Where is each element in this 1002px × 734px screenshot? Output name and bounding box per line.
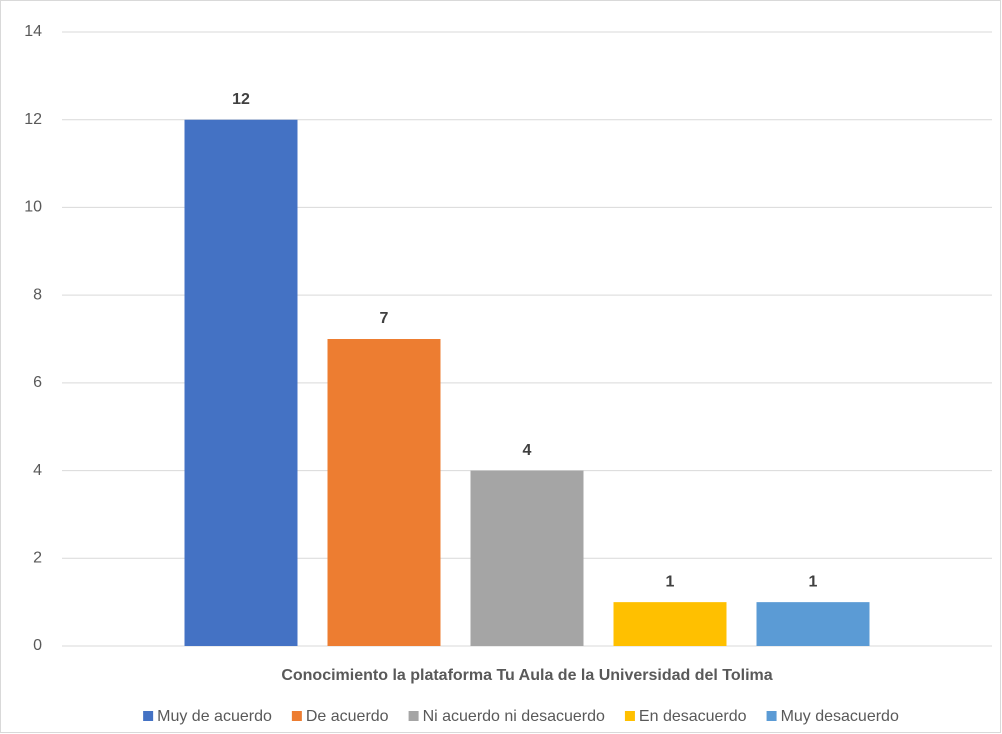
y-tick-label: 2: [33, 550, 42, 567]
bar: [327, 339, 441, 646]
y-tick-label: 6: [33, 374, 42, 391]
y-tick-label: 12: [24, 111, 42, 128]
y-tick-label: 4: [33, 462, 42, 479]
legend-swatch: [624, 711, 635, 721]
legend-swatch: [766, 711, 777, 721]
data-label: 1: [666, 573, 675, 590]
bar: [184, 119, 298, 646]
legend-label: Ni acuerdo ni desacuerdo: [423, 708, 605, 725]
legend-swatch: [291, 711, 302, 721]
legend-label: En desacuerdo: [639, 708, 747, 725]
bar: [756, 602, 870, 646]
legend-label: Muy desacuerdo: [781, 708, 899, 725]
legend-swatch: [408, 711, 419, 721]
data-label: 7: [380, 310, 389, 327]
data-label: 4: [523, 442, 532, 459]
bar: [470, 470, 584, 646]
x-axis-label: Conocimiento la plataforma Tu Aula de la…: [281, 667, 772, 684]
bar: [613, 602, 727, 646]
y-tick-label: 0: [33, 637, 42, 654]
data-label: 1: [809, 573, 818, 590]
y-tick-label: 10: [24, 199, 42, 216]
legend-swatch: [143, 711, 154, 721]
y-tick-label: 14: [24, 23, 42, 40]
y-tick-label: 8: [33, 286, 42, 303]
legend-label: De acuerdo: [306, 708, 389, 725]
legend-label: Muy de acuerdo: [157, 708, 272, 725]
data-label: 12: [232, 91, 250, 108]
